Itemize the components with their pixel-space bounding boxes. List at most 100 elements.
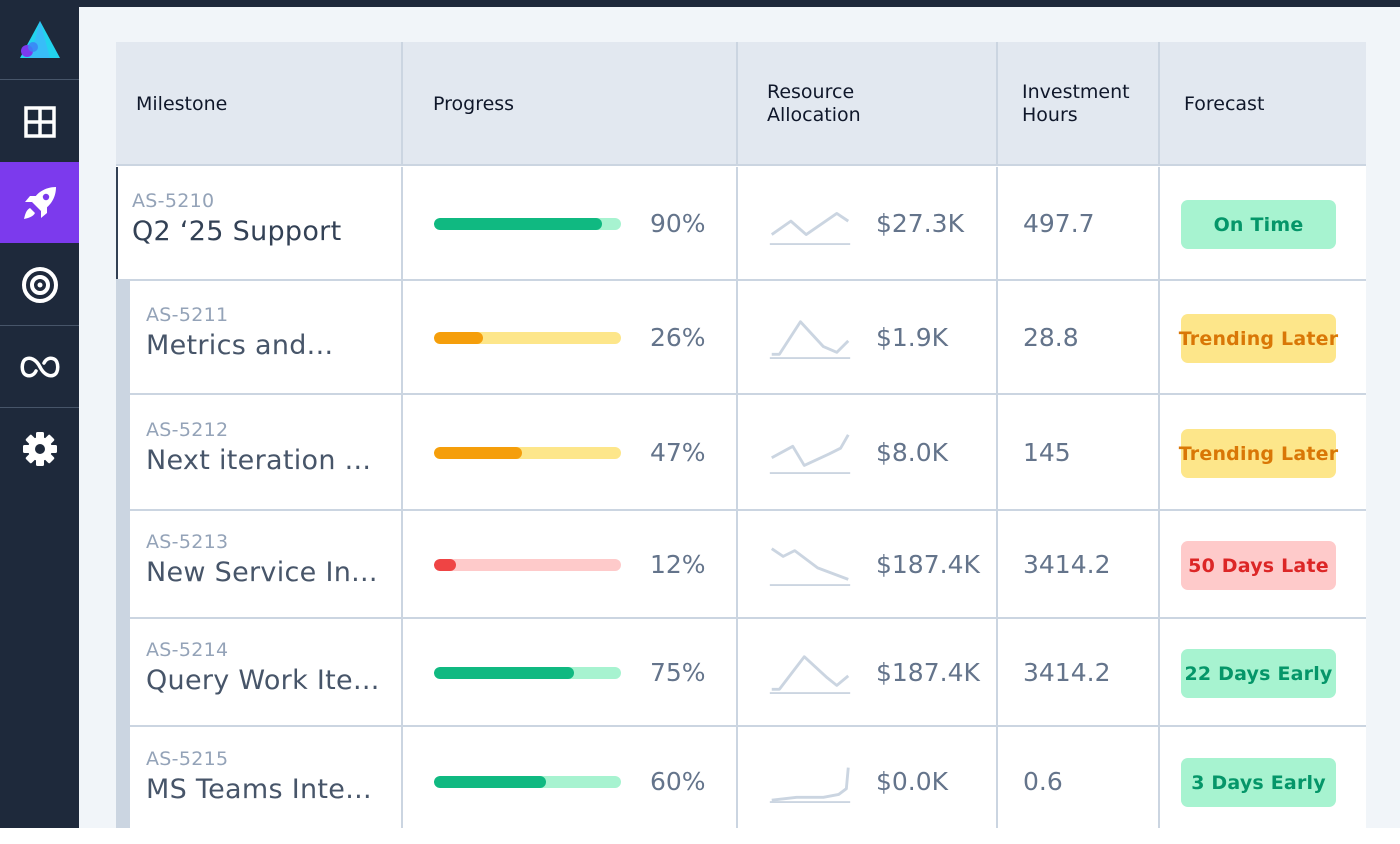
- child-indent-bar: [116, 281, 130, 393]
- sparkline-line: [771, 320, 850, 356]
- resource-allocation-cell: $187.4K: [738, 619, 998, 725]
- sidebar-divider: [0, 79, 79, 80]
- milestone-name[interactable]: Query Work Ite...: [146, 665, 380, 696]
- sparkline-line: [770, 547, 849, 581]
- allocation-amount: $187.4K: [876, 550, 980, 579]
- progress-cell: 75%: [403, 619, 738, 725]
- milestone-name[interactable]: New Service In...: [146, 557, 378, 588]
- investment-hours-value: 28.8: [1023, 323, 1079, 352]
- main-area: Milestone Progress Resource Allocation I…: [79, 7, 1400, 828]
- investment-hours-cell: 3414.2: [998, 619, 1160, 725]
- column-header-forecast[interactable]: Forecast: [1184, 92, 1265, 115]
- resource-allocation-cell: $1.9K: [738, 281, 998, 393]
- investment-hours-value: 497.7: [1023, 209, 1095, 238]
- progress-bar: [434, 667, 621, 679]
- table-row[interactable]: AS-5212 Next iteration ... 47% $8.0K 145 Tren…: [116, 395, 1366, 511]
- forecast-status-badge[interactable]: 3 Days Early: [1181, 758, 1336, 807]
- infinity-icon: [20, 355, 59, 378]
- milestone-id: AS-5210: [132, 190, 215, 212]
- column-header-resource-allocation[interactable]: Resource Allocation: [738, 42, 998, 166]
- milestone-name[interactable]: Q2 ‘25 Support: [132, 216, 342, 247]
- forecast-status-badge[interactable]: On Time: [1181, 200, 1336, 249]
- table-row[interactable]: AS-5211 Metrics and... 26% $1.9K 28.8 Trendin…: [116, 281, 1366, 395]
- column-header-progress[interactable]: Progress: [403, 42, 738, 166]
- milestone-id: AS-5215: [146, 748, 229, 770]
- table-row[interactable]: AS-5213 New Service In... 12% $187.4K 3414.2…: [116, 511, 1366, 619]
- sparkline-line: [770, 212, 850, 236]
- milestone-cell[interactable]: AS-5214 Query Work Ite...: [116, 619, 403, 725]
- progress-cell: 26%: [403, 281, 738, 393]
- milestone-name[interactable]: Next iteration ...: [146, 445, 372, 476]
- forecast-cell: Trending Later: [1160, 395, 1366, 509]
- sidebar-item-goals[interactable]: [0, 244, 79, 325]
- milestone-id: AS-5213: [146, 531, 229, 553]
- sidebar-item-settings[interactable]: [0, 408, 79, 489]
- sparkline-chart: [769, 655, 851, 695]
- child-indent-bar: [116, 727, 130, 828]
- rocket-icon: [23, 186, 56, 219]
- progress-bar-fill: [434, 667, 575, 679]
- forecast-cell: Trending Later: [1160, 281, 1366, 393]
- sidebar-item-integrations[interactable]: [0, 326, 79, 407]
- target-icon: [21, 266, 58, 303]
- forecast-cell: 3 Days Early: [1160, 727, 1366, 828]
- milestone-cell[interactable]: AS-5212 Next iteration ...: [116, 395, 403, 509]
- progress-bar: [434, 332, 621, 344]
- sidebar: [0, 0, 79, 828]
- table-row[interactable]: AS-5210 Q2 ‘25 Support 90% $27.3K 497.7 On Ti…: [116, 167, 1366, 281]
- logo-icon: [19, 21, 60, 58]
- investment-hours-value: 145: [1023, 438, 1071, 467]
- resource-allocation-cell: $187.4K: [738, 511, 998, 617]
- forecast-status-badge[interactable]: 22 Days Early: [1181, 649, 1336, 698]
- table-row[interactable]: AS-5215 MS Teams Inte... 60% $0.0K 0.6 3 Days…: [116, 727, 1366, 828]
- app-logo[interactable]: [0, 0, 79, 80]
- child-indent-bar: [116, 395, 130, 509]
- investment-hours-value: 0.6: [1023, 767, 1063, 796]
- progress-bar-fill: [434, 776, 547, 788]
- investment-hours-cell: 145: [998, 395, 1160, 509]
- investment-hours-value: 3414.2: [1023, 658, 1111, 687]
- milestone-name[interactable]: MS Teams Inte...: [146, 774, 372, 805]
- allocation-amount: $27.3K: [876, 209, 964, 238]
- sparkline-chart: [769, 212, 851, 246]
- progress-bar-fill: [434, 218, 603, 230]
- progress-bar: [434, 559, 621, 571]
- table-row[interactable]: AS-5214 Query Work Ite... 75% $187.4K 3414.2…: [116, 619, 1366, 727]
- forecast-status-badge[interactable]: 50 Days Late: [1181, 541, 1336, 590]
- milestone-cell[interactable]: AS-5210 Q2 ‘25 Support: [116, 167, 403, 279]
- progress-bar: [434, 776, 621, 788]
- forecast-status-badge[interactable]: Trending Later: [1179, 429, 1338, 478]
- forecast-cell: 50 Days Late: [1160, 511, 1366, 617]
- forecast-status-badge[interactable]: Trending Later: [1179, 314, 1338, 363]
- sidebar-divider: [0, 407, 79, 408]
- grid-icon: [23, 105, 56, 138]
- milestones-table: Milestone Progress Resource Allocation I…: [116, 42, 1366, 828]
- allocation-amount: $8.0K: [876, 438, 949, 467]
- milestone-cell[interactable]: AS-5211 Metrics and...: [116, 281, 403, 393]
- forecast-cell: 22 Days Early: [1160, 619, 1366, 725]
- column-header-milestone[interactable]: Milestone: [116, 42, 403, 166]
- milestone-cell[interactable]: AS-5215 MS Teams Inte...: [116, 727, 403, 828]
- sidebar-item-roadmap[interactable]: [0, 162, 79, 243]
- investment-hours-value: 3414.2: [1023, 550, 1111, 579]
- milestone-cell[interactable]: AS-5213 New Service In...: [116, 511, 403, 617]
- progress-bar-fill: [434, 332, 483, 344]
- sidebar-item-dashboard[interactable]: [0, 81, 79, 162]
- sparkline-line: [771, 434, 850, 467]
- column-header-investment-hours[interactable]: Investment Hours: [998, 42, 1160, 166]
- forecast-cell: On Time: [1160, 167, 1366, 279]
- sparkline-chart: [769, 434, 851, 475]
- resource-allocation-cell: $27.3K: [738, 167, 998, 279]
- top-strip: [0, 0, 1400, 7]
- sparkline-chart: [769, 547, 851, 587]
- milestone-name[interactable]: Metrics and...: [146, 330, 334, 361]
- progress-percent: 75%: [650, 658, 706, 687]
- investment-hours-cell: 0.6: [998, 727, 1160, 828]
- milestone-id: AS-5211: [146, 304, 229, 326]
- progress-cell: 12%: [403, 511, 738, 617]
- sidebar-divider: [0, 325, 79, 326]
- investment-hours-cell: 3414.2: [998, 511, 1160, 617]
- progress-percent: 60%: [650, 767, 706, 796]
- sparkline-chart: [769, 320, 851, 360]
- sparkline-chart: [769, 767, 851, 804]
